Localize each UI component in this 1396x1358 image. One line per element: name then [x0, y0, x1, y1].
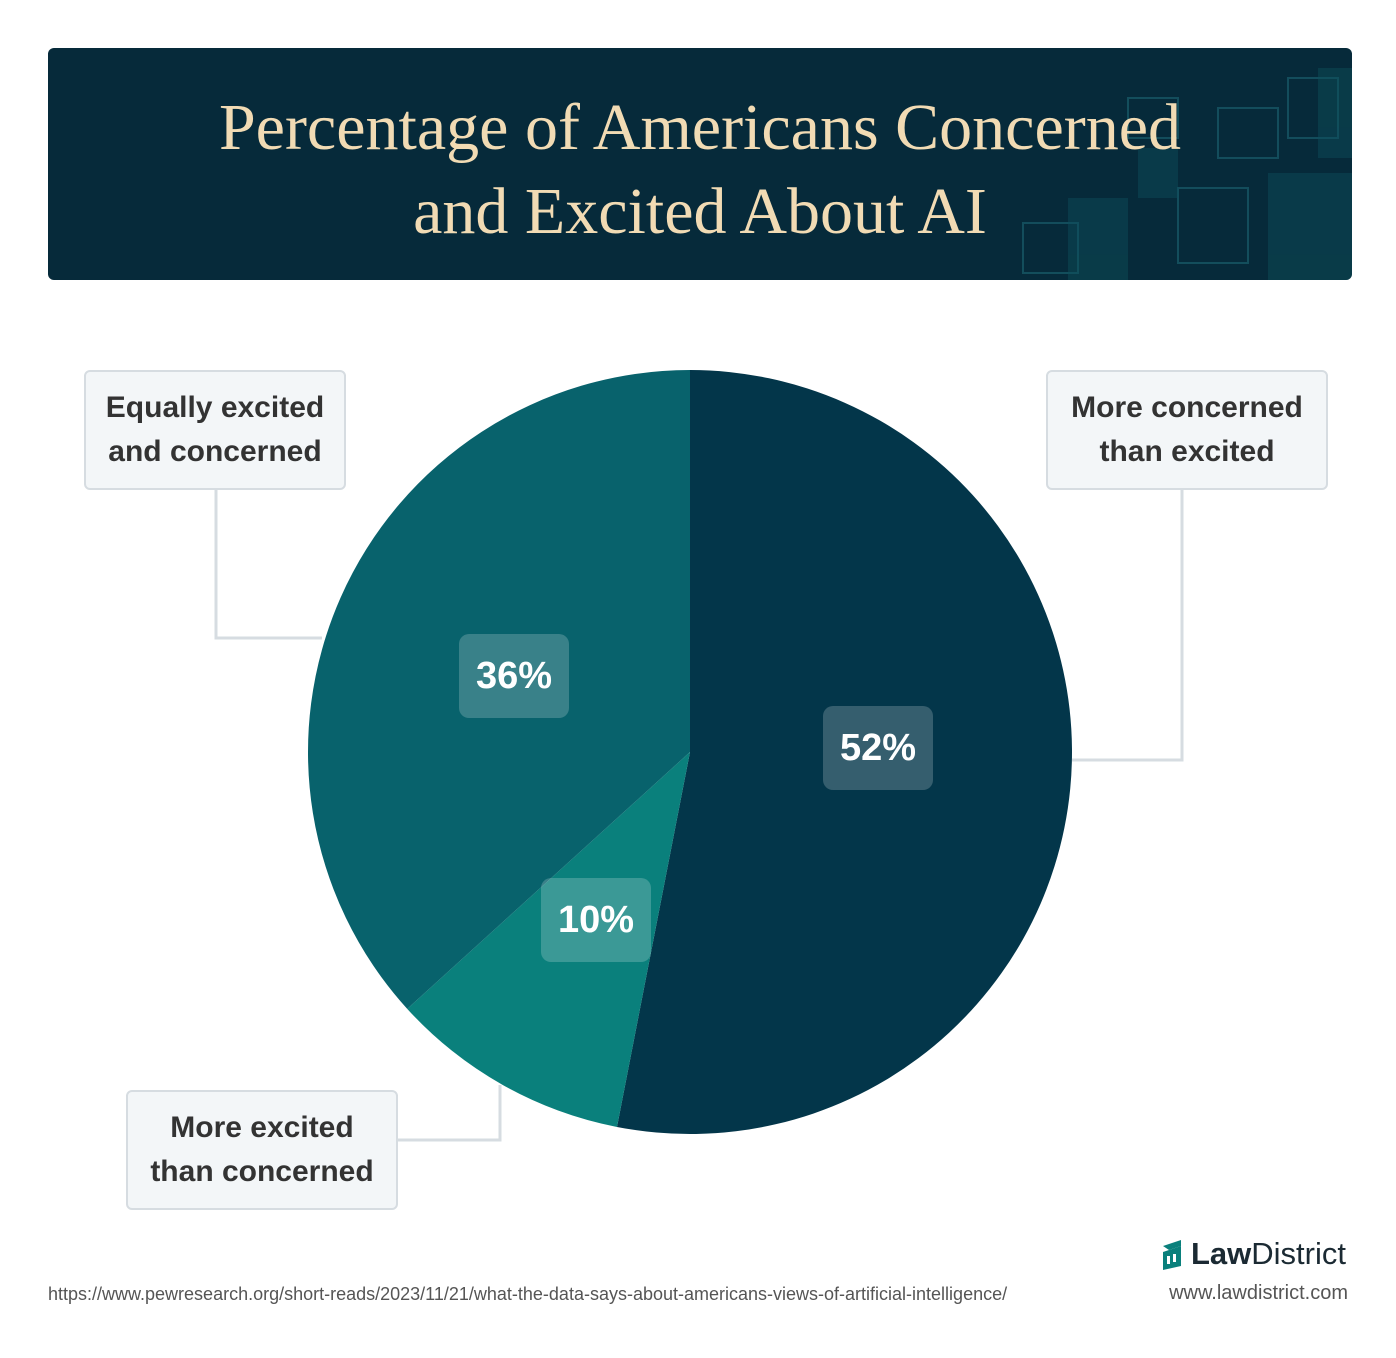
header: Percentage of Americans Concerned and Ex… [48, 48, 1352, 280]
logo: Law District [1159, 1236, 1346, 1272]
leader-line [398, 1085, 502, 1142]
logo-bold: Law [1190, 1236, 1252, 1271]
value-label: 10% [541, 878, 651, 962]
pie-slice [407, 752, 690, 1127]
value-label: 36% [459, 634, 569, 718]
pie-slice [616, 369, 1073, 1134]
logo-regular: District [1251, 1236, 1346, 1271]
pie-slice [307, 370, 690, 1009]
source: https://www.pewresearch.org/short-reads/… [48, 1284, 1008, 1304]
category-label: Equally excited and concerned [84, 370, 346, 490]
value-label: 52% [823, 706, 933, 790]
chart-title: Percentage of Americans Concerned and Ex… [218, 91, 1182, 248]
logo-icon [1162, 1240, 1181, 1270]
leader-line [214, 490, 322, 640]
site-url: www.lawdistrict.com [1169, 1282, 1348, 1304]
header-decoration [1022, 68, 1352, 280]
category-label: More concerned than excited [1046, 370, 1328, 490]
category-label: More excited than concerned [126, 1090, 398, 1210]
leader-line [1072, 490, 1184, 762]
